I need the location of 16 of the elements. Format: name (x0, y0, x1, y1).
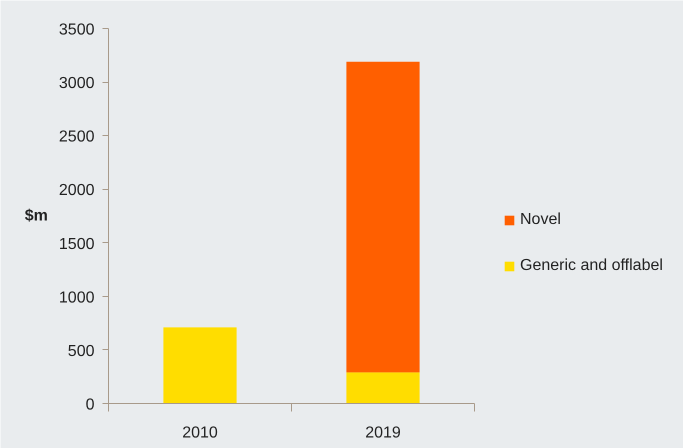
y-tick-label: 2500 (58, 128, 95, 146)
y-tick-label: 1000 (58, 289, 95, 306)
y-axis-title: $m (24, 208, 48, 224)
bar (346, 62, 420, 372)
legend-label: Generic and offlabel (520, 257, 663, 275)
y-tick-label: 2000 (58, 182, 95, 200)
x-tick-label: 2019 (365, 424, 401, 442)
bar (163, 327, 237, 404)
y-tick-label: 3000 (58, 75, 95, 92)
bar (346, 372, 420, 404)
legend-label: Novel (520, 211, 561, 229)
y-tick-label: 3500 (58, 22, 95, 38)
y-tick-label: 1500 (58, 236, 95, 253)
y-tick-label: 0 (86, 396, 95, 414)
x-tick-label: 2010 (182, 424, 218, 442)
y-tick-label: 500 (68, 342, 95, 360)
